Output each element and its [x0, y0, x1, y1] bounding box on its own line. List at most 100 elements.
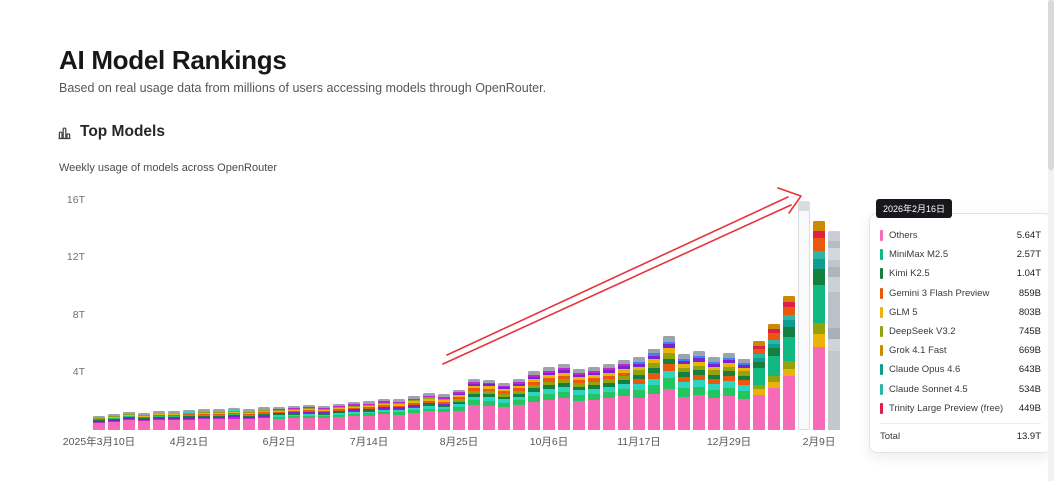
chart-bar[interactable] — [498, 383, 510, 430]
chart-bar[interactable] — [618, 360, 630, 430]
chart-bar[interactable] — [168, 411, 180, 430]
chart-bar[interactable] — [528, 371, 540, 430]
model-name: Trinity Large Preview (free) — [889, 402, 1004, 414]
chart-bar[interactable] — [588, 367, 600, 430]
chart-bar[interactable] — [753, 341, 765, 430]
x-axis-label: 8月25日 — [439, 436, 479, 448]
model-value: 803B — [1018, 306, 1041, 318]
chart-bar[interactable] — [573, 369, 585, 430]
model-name: Claude Sonnet 4.5 — [889, 383, 968, 395]
chart-bar[interactable] — [678, 354, 690, 430]
scrollbar-thumb[interactable] — [1048, 0, 1054, 170]
tooltip-row: Others 5.64T — [880, 226, 1041, 245]
section-title: Top Models — [80, 123, 165, 140]
chart-tooltip: 2026年2月16日 Others 5.64T MiniMax M2.5 2.57T K… — [869, 199, 1052, 453]
chart-bar[interactable] — [303, 405, 315, 430]
chart-bar[interactable] — [198, 409, 210, 430]
chart-bar[interactable] — [603, 364, 615, 430]
chart-bar[interactable] — [138, 413, 150, 430]
chart-bar[interactable] — [363, 401, 375, 430]
chart-bar[interactable] — [333, 404, 345, 430]
page-title: AI Model Rankings — [59, 45, 287, 76]
bar-chart-icon — [57, 125, 72, 140]
total-label: Total — [880, 430, 901, 442]
x-axis-label: 12月29日 — [706, 436, 752, 448]
chart-bar[interactable] — [438, 394, 450, 430]
chart-bar[interactable] — [93, 416, 105, 430]
chart-bar[interactable] — [258, 407, 270, 430]
chart-bar[interactable] — [798, 201, 810, 430]
chart-bar[interactable] — [783, 296, 795, 430]
model-value: 643B — [1018, 364, 1041, 376]
chart-bar[interactable] — [423, 393, 435, 430]
chart-bar[interactable] — [123, 411, 135, 430]
chart-bar[interactable] — [663, 336, 675, 430]
model-color-mark — [880, 402, 883, 414]
model-value: 534B — [1018, 383, 1041, 395]
tooltip-row: Claude Opus 4.6 643B — [880, 360, 1041, 379]
scrollbar[interactable] — [1048, 0, 1054, 481]
chart-bar[interactable] — [708, 357, 720, 430]
model-color-mark — [880, 383, 883, 395]
tooltip-total-row: Total 13.9T — [880, 422, 1041, 444]
tooltip-row: MiniMax M2.5 2.57T — [880, 245, 1041, 264]
chart-bar[interactable] — [513, 379, 525, 430]
chart-bar[interactable] — [288, 406, 300, 430]
page-subtitle: Based on real usage data from millions o… — [59, 80, 547, 95]
y-axis-label: 16T — [66, 194, 85, 207]
chart-bar[interactable] — [558, 364, 570, 430]
chart-bar[interactable] — [378, 399, 390, 430]
chart-plot[interactable] — [93, 178, 845, 430]
chart-bar[interactable] — [183, 410, 195, 430]
chart-bar[interactable] — [273, 407, 285, 430]
chart-bar[interactable] — [693, 351, 705, 430]
x-axis-label: 7月14日 — [349, 436, 389, 448]
x-axis-label: 6月2日 — [262, 436, 296, 448]
chart-bar[interactable] — [348, 402, 360, 430]
chart-bar[interactable] — [408, 396, 420, 430]
chart-bar[interactable] — [213, 409, 225, 430]
tooltip-date-badge: 2026年2月16日 — [876, 199, 953, 218]
model-value: 1.04T — [1016, 268, 1041, 280]
tooltip-row: Gemini 3 Flash Preview 859B — [880, 284, 1041, 303]
model-name: Claude Opus 4.6 — [889, 364, 961, 376]
chart-bar[interactable] — [153, 411, 165, 430]
top-models-chart[interactable]: 4T 8T 12T 16T 2025年3月10日 4月21日 6月2日 7月14日 8月25日… — [60, 178, 860, 453]
chart-bar[interactable] — [543, 367, 555, 430]
model-color-mark — [880, 230, 883, 242]
tooltip-rows: Others 5.64T MiniMax M2.5 2.57T Kimi K2.5 1.0… — [880, 226, 1041, 418]
chart-bar[interactable] — [633, 357, 645, 430]
model-name: Gemini 3 Flash Preview — [889, 287, 990, 299]
chart-bar[interactable] — [393, 399, 405, 430]
chart-bar[interactable] — [648, 348, 660, 430]
model-color-mark — [880, 268, 883, 280]
tooltip-row: Claude Sonnet 4.5 534B — [880, 380, 1041, 399]
y-axis-label: 8T — [72, 308, 85, 321]
x-axis-label: 2月9日 — [802, 436, 836, 448]
model-name: Grok 4.1 Fast — [889, 345, 947, 357]
model-value: 669B — [1018, 345, 1041, 357]
model-color-mark — [880, 345, 883, 357]
model-value: 745B — [1018, 326, 1041, 338]
chart-bar[interactable] — [813, 221, 825, 430]
chart-bar[interactable] — [768, 324, 780, 430]
chart-bar[interactable] — [228, 408, 240, 430]
model-value: 449B — [1018, 402, 1041, 414]
chart-bar[interactable] — [243, 409, 255, 430]
chart-bar[interactable] — [723, 353, 735, 430]
chart-bar[interactable] — [828, 231, 840, 430]
model-value: 2.57T — [1016, 249, 1041, 261]
chart-bar[interactable] — [108, 414, 120, 430]
model-color-mark — [880, 287, 883, 299]
chart-bar[interactable] — [738, 358, 750, 430]
total-value: 13.9T — [1016, 430, 1041, 442]
model-color-mark — [880, 326, 883, 338]
model-name: DeepSeek V3.2 — [889, 326, 956, 338]
tooltip-row: GLM 5 803B — [880, 303, 1041, 322]
chart-bar[interactable] — [468, 379, 480, 430]
x-axis-label: 4月21日 — [169, 436, 209, 448]
chart-bar[interactable] — [483, 380, 495, 430]
section-header: Top Models — [57, 123, 165, 141]
chart-bar[interactable] — [318, 406, 330, 430]
chart-bar[interactable] — [453, 390, 465, 430]
